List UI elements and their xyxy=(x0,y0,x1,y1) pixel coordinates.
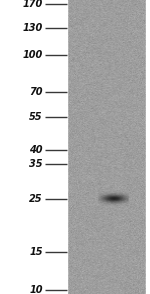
Text: 70: 70 xyxy=(29,87,43,97)
Text: 25: 25 xyxy=(29,194,43,204)
Text: 130: 130 xyxy=(22,23,43,33)
Text: 15: 15 xyxy=(29,247,43,257)
Text: 100: 100 xyxy=(22,50,43,60)
Text: 40: 40 xyxy=(29,145,43,155)
Bar xyxy=(146,0,150,294)
Text: 55: 55 xyxy=(29,112,43,122)
Bar xyxy=(0,0,67,294)
Text: 170: 170 xyxy=(22,0,43,9)
Text: 35: 35 xyxy=(29,159,43,169)
Text: 10: 10 xyxy=(29,285,43,294)
